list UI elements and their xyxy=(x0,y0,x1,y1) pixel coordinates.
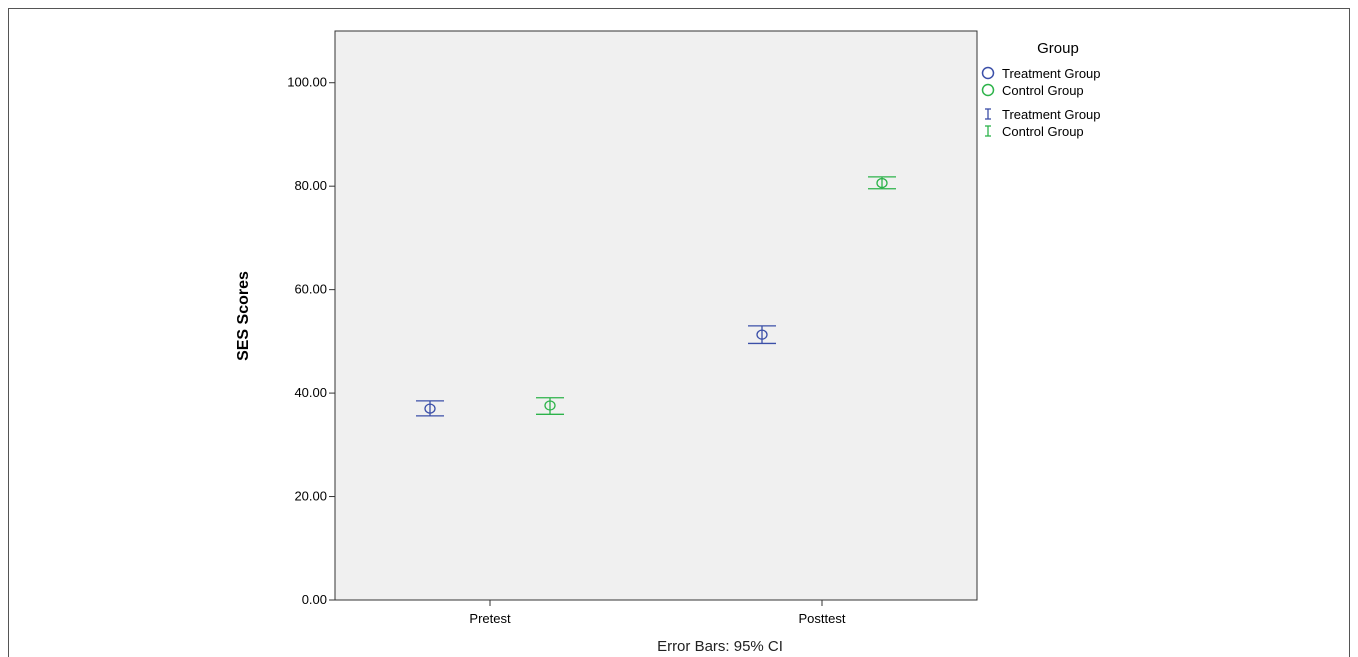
y-axis-title: SES Scores xyxy=(235,271,252,361)
error-bar-point xyxy=(416,400,444,417)
x-tick-label: Posttest xyxy=(799,611,846,626)
y-axis: 0.00 20.00 40.00 60.00 80.00 100.00 xyxy=(287,75,335,607)
legend-entry: Treatment Group xyxy=(981,66,1101,81)
y-tick-label: 0.00 xyxy=(302,592,327,607)
legend: Group Treatment Group Control Group Treatm… xyxy=(981,40,1101,139)
plot-area xyxy=(334,30,978,601)
legend-label: Control Group xyxy=(1002,83,1084,98)
x-axis: Pretest Posttest xyxy=(469,600,846,626)
mean-marker xyxy=(876,177,888,189)
legend-circle-icon xyxy=(981,83,995,97)
y-tick-label: 100.00 xyxy=(287,75,327,90)
y-tick-label: 20.00 xyxy=(294,489,327,504)
mean-marker xyxy=(424,403,436,414)
x-tick-label: Pretest xyxy=(469,611,511,626)
y-tick-label: 40.00 xyxy=(294,385,327,400)
legend-label: Control Group xyxy=(1002,124,1084,139)
legend-entry: Treatment Group xyxy=(985,107,1101,122)
legend-entry: Control Group xyxy=(985,124,1084,139)
legend-title: Group xyxy=(1037,40,1079,57)
error-bar-point xyxy=(748,325,776,345)
y-tick-label: 80.00 xyxy=(294,178,327,193)
data-marks xyxy=(416,176,896,417)
legend-entry: Control Group xyxy=(981,83,1084,98)
mean-marker xyxy=(544,400,556,411)
legend-circle-icon xyxy=(981,66,995,80)
error-bar-point xyxy=(868,176,896,190)
y-tick-label: 60.00 xyxy=(294,282,327,297)
legend-label: Treatment Group xyxy=(1002,66,1101,81)
error-bar-point xyxy=(536,397,564,415)
legend-label: Treatment Group xyxy=(1002,107,1101,122)
figure-frame xyxy=(8,8,1350,657)
footer-label: Error Bars: 95% CI xyxy=(657,638,783,655)
mean-marker xyxy=(756,329,768,340)
